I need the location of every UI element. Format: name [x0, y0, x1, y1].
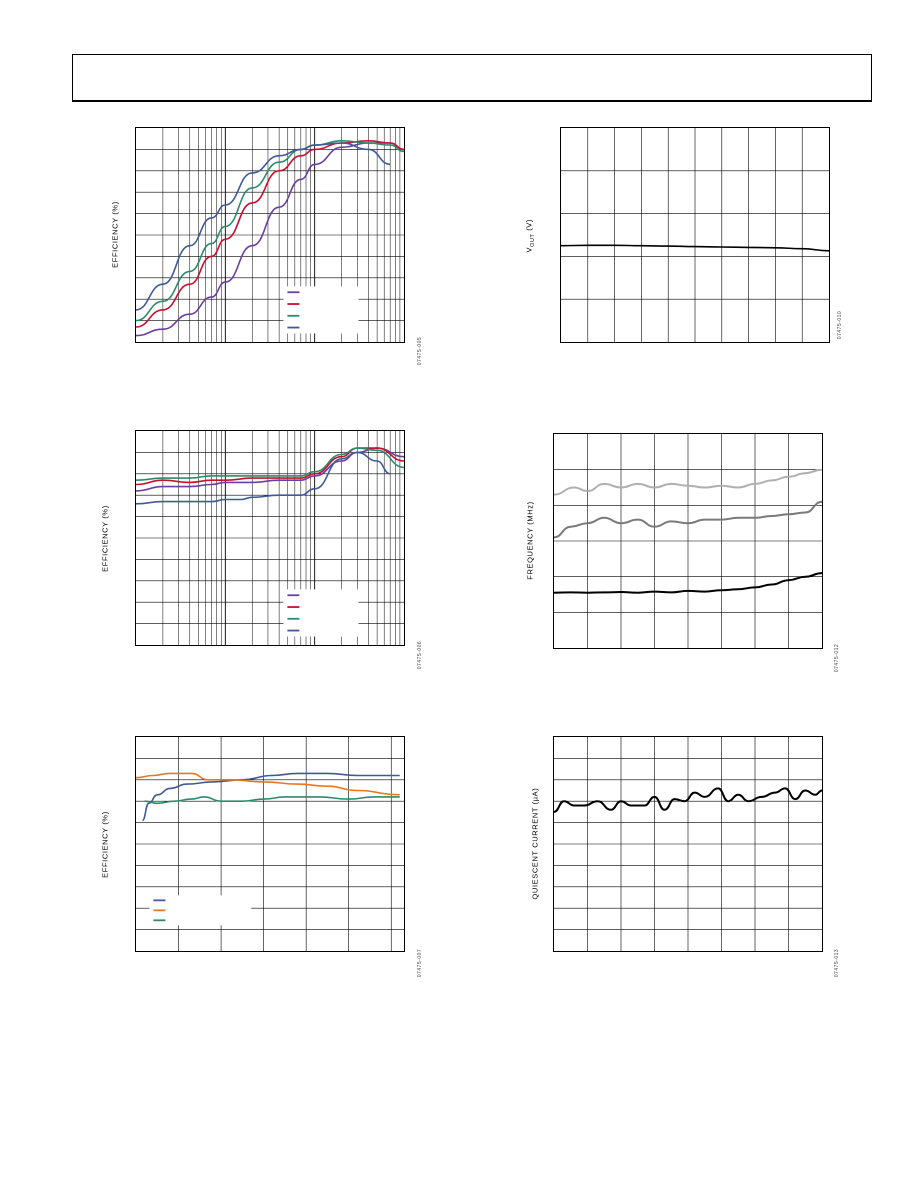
series-line-2 — [553, 500, 823, 539]
legend-box — [283, 286, 359, 334]
plot-area — [135, 430, 405, 646]
y-axis-label-unit: (V) — [524, 219, 534, 234]
series-line-1 — [141, 772, 400, 822]
series-line-3 — [144, 796, 400, 805]
series-line-4 — [135, 451, 391, 505]
series-line-1 — [560, 244, 830, 252]
legend-box — [149, 895, 252, 926]
legend-box — [283, 589, 359, 637]
plot-area — [553, 736, 823, 952]
chart-svg — [560, 128, 830, 342]
page-header-box — [72, 54, 872, 102]
series-line-1 — [553, 468, 823, 496]
series-line-3 — [135, 447, 405, 481]
figure-code: 07475-005 — [417, 336, 423, 366]
series-line-2 — [135, 140, 405, 328]
figure-code: 07475-010 — [837, 310, 843, 340]
y-axis-label-main: V — [524, 246, 534, 253]
series-line-2 — [135, 772, 400, 796]
y-axis-label-sub: OUT — [529, 233, 536, 247]
chart-svg — [553, 434, 823, 648]
y-axis-label: VOUT (V) — [524, 206, 536, 266]
grid-lines — [136, 431, 404, 645]
grid-lines — [554, 434, 822, 648]
y-axis-label: FREQUENCY (MHz) — [525, 501, 535, 580]
y-axis-label: EFFICIENCY (%) — [110, 201, 120, 268]
chart-svg — [135, 737, 404, 951]
figure-code: 07475-012 — [834, 643, 840, 673]
chart-svg — [135, 431, 405, 645]
plot-area — [135, 127, 405, 343]
chart-svg — [553, 737, 823, 951]
plot-area — [560, 127, 830, 343]
series-line-1 — [135, 142, 405, 337]
figure-code: 07475-006 — [417, 640, 423, 670]
plot-area — [135, 736, 405, 952]
figure-code: 07475-007 — [417, 948, 423, 978]
series-line-3 — [135, 140, 405, 322]
y-axis-label: QUIESCENT CURRENT (µA) — [530, 787, 540, 900]
chart-svg — [135, 128, 405, 342]
y-axis-label: EFFICIENCY (%) — [100, 811, 110, 878]
y-axis-label: EFFICIENCY (%) — [100, 505, 110, 572]
series-line-1 — [553, 787, 823, 813]
legend — [283, 286, 359, 334]
grid-lines — [554, 737, 822, 951]
figure-code: 07475-013 — [834, 948, 840, 978]
legend — [283, 589, 359, 637]
grid-lines — [561, 128, 829, 342]
legend — [149, 895, 252, 926]
series-line-3 — [553, 572, 823, 594]
series-line-4 — [135, 142, 391, 311]
plot-area — [553, 433, 823, 649]
